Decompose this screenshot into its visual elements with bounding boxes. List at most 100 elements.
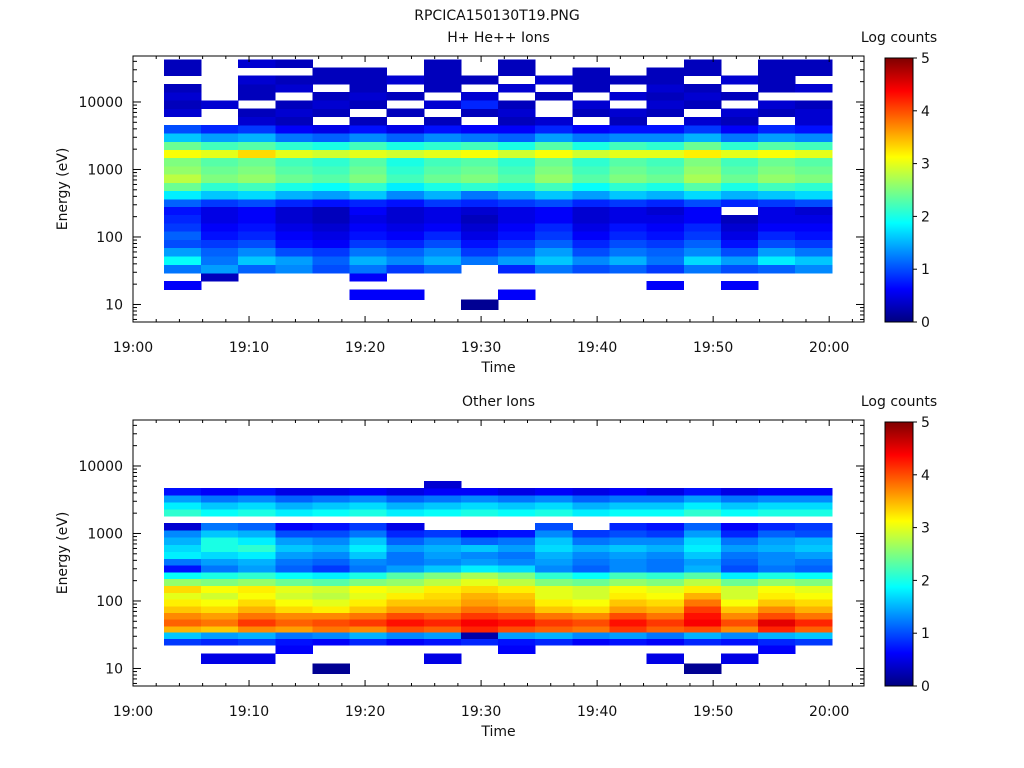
- heatmap-cell: [163, 214, 202, 224]
- heatmap-cell: [498, 67, 536, 77]
- heatmap-cell: [646, 653, 685, 664]
- heatmap-cell: [275, 149, 313, 159]
- heatmap-cell: [423, 231, 462, 240]
- heatmap-cell: [795, 182, 833, 192]
- heatmap-cell: [795, 585, 833, 593]
- colorbar-tick-label: 3: [921, 521, 930, 537]
- heatmap-cell: [535, 605, 573, 614]
- heatmap-cell: [683, 116, 722, 126]
- heatmap-cell: [460, 605, 499, 614]
- heatmap-cell: [609, 599, 648, 607]
- heatmap-cell: [609, 247, 648, 257]
- heatmap-cell: [275, 572, 313, 580]
- heatmap-cell: [201, 653, 239, 664]
- heatmap-cell: [312, 256, 350, 265]
- colorbar-tick-label: 1: [921, 262, 930, 278]
- heatmap-cell: [572, 638, 610, 646]
- heatmap-cell: [535, 256, 573, 265]
- heatmap-cell: [275, 75, 313, 85]
- panel-title: Other Ions: [462, 394, 535, 410]
- heatmap-cell: [349, 289, 388, 300]
- x-tick-label: 19:00: [113, 340, 153, 356]
- heatmap-cell: [163, 124, 202, 134]
- heatmap-cell: [498, 565, 536, 573]
- heatmap-cell: [646, 625, 685, 633]
- heatmap-cell: [535, 190, 573, 200]
- heatmap-cell: [460, 108, 499, 118]
- heatmap-cell: [423, 537, 462, 545]
- colorbar-tick-label: 5: [921, 415, 930, 431]
- heatmap-cell: [163, 264, 202, 274]
- y-tick-label: 1000: [87, 162, 123, 178]
- heatmap-cell: [238, 182, 276, 192]
- colorbar-tick-label: 3: [921, 157, 930, 173]
- heatmap-cell: [275, 488, 313, 496]
- heatmap-cell: [535, 578, 573, 587]
- heatmap-cell: [720, 174, 759, 183]
- heatmap-cell: [163, 206, 202, 216]
- heatmap-cell: [572, 592, 610, 600]
- heatmap-cell: [535, 625, 573, 633]
- x-tick-label: 20:00: [809, 340, 849, 356]
- heatmap-cell: [498, 190, 536, 200]
- heatmap-cell: [275, 182, 313, 192]
- heatmap-cell: [683, 599, 722, 607]
- heatmap-cell: [238, 124, 276, 134]
- heatmap-cell: [460, 638, 499, 646]
- heatmap-cell: [460, 551, 499, 559]
- heatmap-cell: [795, 565, 833, 573]
- heatmap-cell: [312, 632, 350, 639]
- heatmap-cell: [758, 214, 796, 224]
- heatmap-cell: [460, 231, 499, 240]
- heatmap-cell: [312, 565, 350, 573]
- heatmap-cell: [720, 264, 759, 274]
- heatmap-cell: [646, 165, 685, 175]
- heatmap-cell: [312, 231, 350, 240]
- heatmap-cell: [720, 502, 759, 510]
- heatmap-cell: [312, 198, 350, 208]
- heatmap-cell: [572, 599, 610, 607]
- heatmap-cell: [609, 165, 648, 175]
- heatmap-cell: [349, 638, 388, 646]
- heatmap-cell: [163, 198, 202, 208]
- heatmap-cell: [312, 599, 350, 607]
- heatmap-cell: [386, 544, 425, 552]
- heatmap-cell: [201, 502, 239, 510]
- heatmap-cell: [572, 495, 610, 503]
- heatmap-cell: [386, 149, 425, 159]
- heatmap-cell: [349, 247, 388, 257]
- heatmap-cell: [758, 619, 796, 627]
- heatmap-cell: [758, 565, 796, 573]
- heatmap-cell: [535, 247, 573, 257]
- heatmap-cell: [349, 174, 388, 183]
- heatmap-cell: [646, 100, 685, 109]
- heatmap-cell: [683, 133, 722, 142]
- heatmap-cell: [312, 149, 350, 159]
- heatmap-cell: [758, 247, 796, 257]
- heatmap-cell: [758, 644, 796, 654]
- heatmap-cell: [758, 141, 796, 150]
- heatmap-cell: [460, 124, 499, 134]
- heatmap-cell: [349, 239, 388, 249]
- heatmap-cell: [312, 223, 350, 232]
- heatmap-cell: [683, 141, 722, 150]
- heatmap-cell: [163, 551, 202, 559]
- heatmap-cell: [460, 495, 499, 503]
- heatmap-cell: [423, 509, 462, 517]
- heatmap-cell: [795, 174, 833, 183]
- heatmap-cell: [683, 67, 722, 77]
- heatmap-cell: [758, 523, 796, 531]
- heatmap-cell: [163, 108, 202, 118]
- heatmap-cell: [238, 612, 276, 620]
- heatmap-cell: [609, 605, 648, 614]
- heatmap-cell: [646, 231, 685, 240]
- heatmap-cell: [572, 625, 610, 633]
- heatmap-cell: [349, 83, 388, 93]
- heatmap-cell: [683, 256, 722, 265]
- heatmap-cell: [609, 619, 648, 627]
- heatmap-cell: [683, 632, 722, 639]
- heatmap-cell: [386, 141, 425, 150]
- heatmap-cell: [498, 605, 536, 614]
- heatmap-cell: [238, 638, 276, 646]
